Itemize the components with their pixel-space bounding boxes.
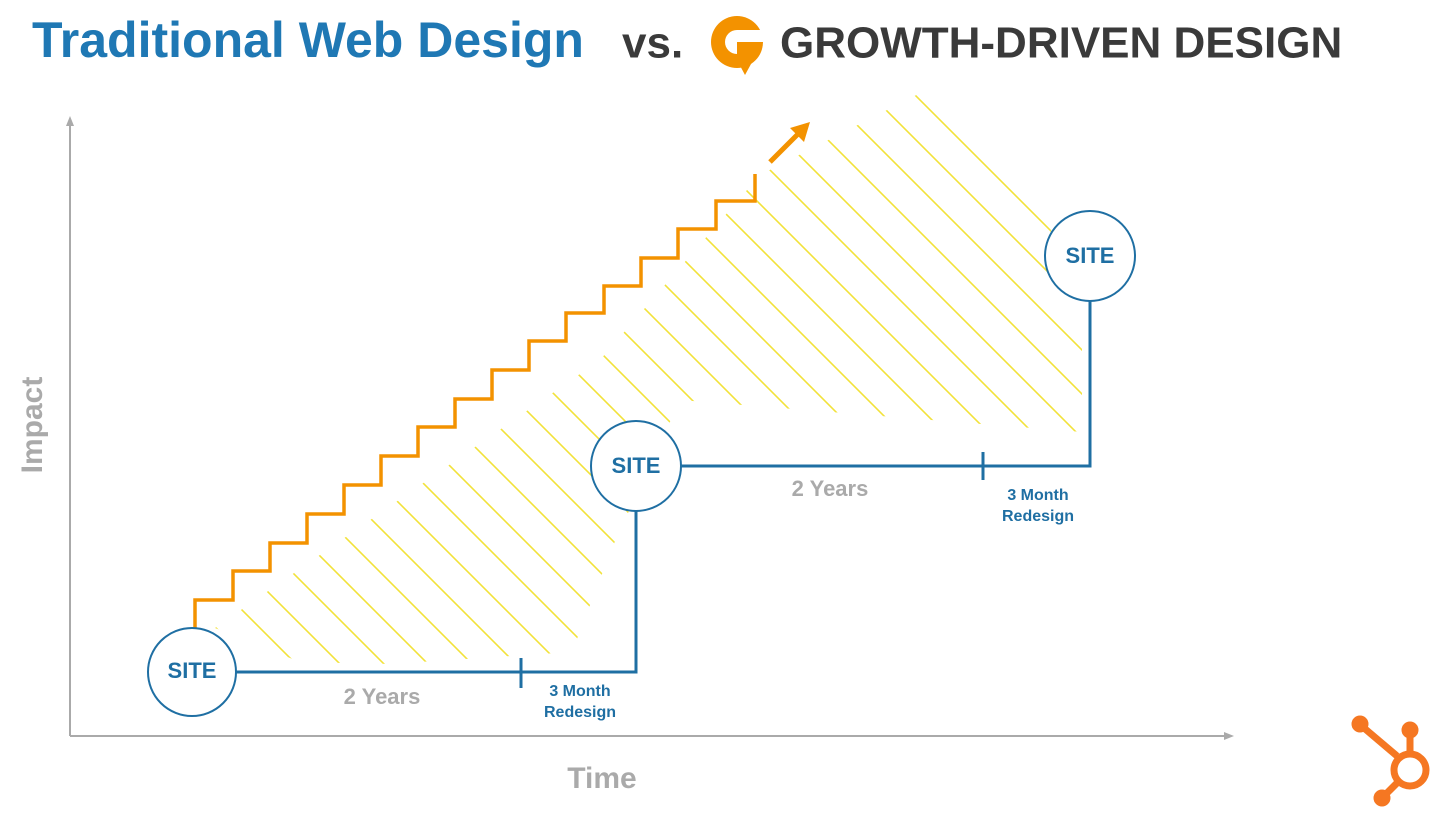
growth-arrow	[768, 122, 810, 164]
hatch-line	[687, 88, 1082, 664]
hatch-line	[555, 88, 1082, 664]
vs: vs.	[622, 19, 683, 68]
hatch-line	[1084, 0, 1453, 813]
redesign-label: 3 Month	[1007, 487, 1068, 504]
brand-logo	[711, 16, 763, 75]
hatch-line	[423, 88, 1082, 664]
hatch-line	[215, 88, 842, 664]
hatch-line	[335, 88, 1082, 664]
site-circles	[147, 210, 1136, 717]
redesign-label: Redesign	[1002, 508, 1074, 525]
hatch-line	[863, 88, 1082, 664]
hubspot-logo	[1351, 715, 1430, 807]
site-label: SITE	[612, 453, 661, 478]
traditional-path	[236, 301, 1092, 688]
hatch-line	[1039, 88, 1082, 664]
x-axis-label: Time	[567, 762, 636, 795]
hatch-line	[215, 88, 578, 664]
site-label: SITE	[1066, 243, 1115, 268]
redesign-label: Redesign	[544, 704, 616, 721]
redesign-label: 3 Month	[549, 683, 610, 700]
hatch-line	[731, 88, 1082, 664]
hatch-line	[215, 88, 622, 664]
duration-label: 2 Years	[344, 684, 421, 709]
title: Traditional Web Design	[32, 12, 584, 68]
growth-staircase	[193, 174, 757, 628]
duration-label: 2 Years	[792, 476, 869, 501]
hatch-line	[215, 88, 930, 664]
hatch-line	[907, 88, 1082, 664]
y-axis-label: Impact	[16, 377, 49, 474]
hatch-line	[995, 88, 1082, 664]
hatch-line	[379, 88, 1082, 664]
hatch-line	[643, 88, 1082, 664]
site-label: SITE	[168, 658, 217, 683]
axes	[66, 116, 1234, 740]
hatch-line	[819, 88, 1082, 664]
hatch-line	[775, 88, 1082, 664]
hatch-line	[951, 88, 1082, 664]
hatch-line	[599, 88, 1082, 664]
hatch-line	[215, 88, 534, 664]
brand-name: GROWTH-DRIVEN DESIGN	[780, 19, 1342, 68]
hatch-line	[511, 88, 1082, 664]
